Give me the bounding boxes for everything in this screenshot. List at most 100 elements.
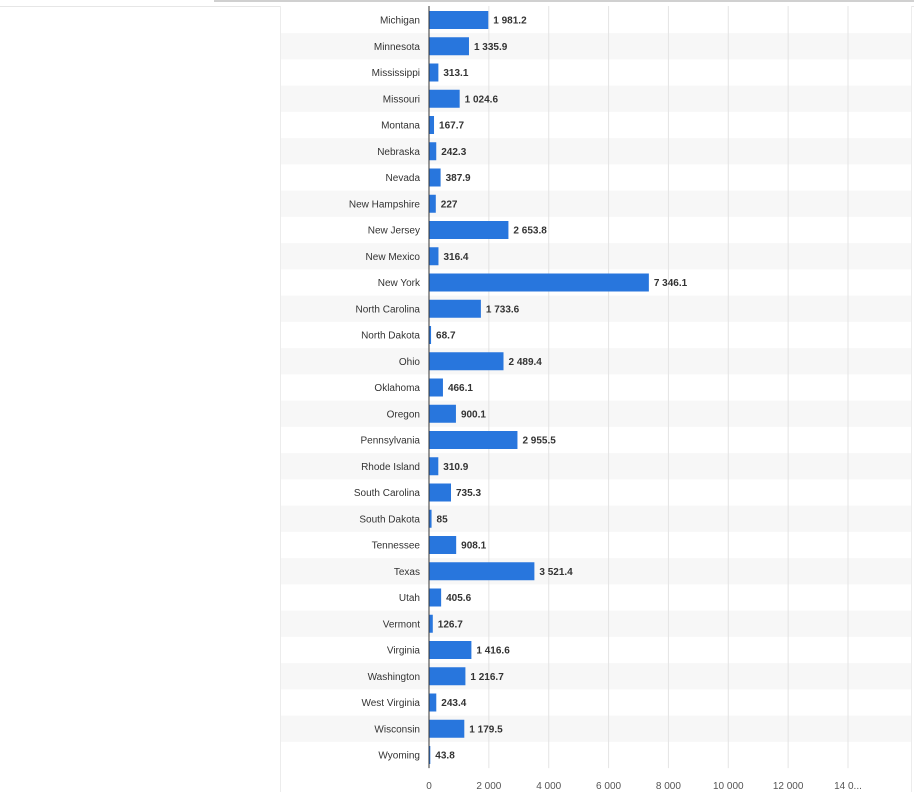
category-label: North Carolina xyxy=(356,304,421,315)
bar xyxy=(429,457,439,476)
value-label: 2 653.8 xyxy=(513,226,547,237)
category-label: Oregon xyxy=(387,409,420,420)
bar xyxy=(429,168,441,187)
category-label: Ohio xyxy=(399,357,421,368)
category-label: Oklahoma xyxy=(374,383,420,394)
category-label: Nebraska xyxy=(377,147,420,158)
value-label: 1 733.6 xyxy=(486,304,520,315)
category-labels: Michigan Minnesota Mississippi Missouri Mont… xyxy=(349,16,421,762)
value-labels: 1 981.2 1 335.9 313.1 1 024.6 167.7 242.3 387.… xyxy=(435,16,687,762)
bar xyxy=(429,63,439,82)
row-stripe xyxy=(281,663,911,690)
category-label: Wyoming xyxy=(378,751,420,762)
value-label: 126.7 xyxy=(438,619,463,630)
row-stripe xyxy=(281,558,911,585)
chart-panel: Michigan Minnesota Mississippi Missouri Mont… xyxy=(280,6,912,792)
bar xyxy=(429,378,443,397)
value-label: 3 521.4 xyxy=(539,567,573,578)
bar xyxy=(429,667,466,686)
value-label: 313.1 xyxy=(443,68,468,79)
bar xyxy=(429,299,481,318)
value-label: 1 335.9 xyxy=(474,42,508,53)
category-label: Tennessee xyxy=(372,541,421,552)
category-label: North Dakota xyxy=(361,331,420,342)
value-label: 242.3 xyxy=(441,147,466,158)
category-label: New Mexico xyxy=(366,252,421,263)
value-label: 243.4 xyxy=(441,698,466,709)
row-stripe xyxy=(281,85,911,112)
value-label: 1 216.7 xyxy=(470,672,504,683)
category-label: Washington xyxy=(368,672,420,683)
bar xyxy=(429,483,452,502)
bar xyxy=(429,11,489,29)
value-label: 1 024.6 xyxy=(465,94,499,105)
category-label: New York xyxy=(378,278,421,289)
row-stripe xyxy=(281,610,911,637)
category-label: Pennsylvania xyxy=(361,436,421,447)
value-label: 900.1 xyxy=(461,409,486,420)
bar-chart: Michigan Minnesota Mississippi Missouri Mont… xyxy=(281,6,911,792)
value-label: 908.1 xyxy=(461,541,486,552)
value-label: 1 179.5 xyxy=(469,724,503,735)
value-label: 735.3 xyxy=(456,488,481,499)
value-label: 466.1 xyxy=(448,383,473,394)
category-label: South Carolina xyxy=(354,488,421,499)
category-label: Texas xyxy=(394,567,420,578)
x-tick-label: 12 000 xyxy=(773,781,804,792)
bar xyxy=(429,247,439,266)
value-label: 167.7 xyxy=(439,121,464,132)
bar xyxy=(429,37,469,56)
bars xyxy=(429,11,649,764)
category-label: Montana xyxy=(381,121,420,132)
row-stripes xyxy=(281,33,911,742)
bar xyxy=(429,693,437,712)
value-label: 43.8 xyxy=(435,751,455,762)
category-label: Missouri xyxy=(383,94,420,105)
value-label: 387.9 xyxy=(446,173,471,184)
x-tick-label: 14 0... xyxy=(834,781,862,792)
row-stripe xyxy=(281,138,911,165)
bar xyxy=(429,641,472,659)
bar xyxy=(429,746,431,764)
value-label: 2 489.4 xyxy=(509,357,543,368)
category-label: New Jersey xyxy=(368,226,420,237)
top-border-accent xyxy=(214,0,914,2)
bar xyxy=(429,142,437,161)
row-stripe xyxy=(281,400,911,427)
category-label: Utah xyxy=(399,593,420,604)
value-label: 316.4 xyxy=(443,252,468,263)
row-stripe xyxy=(281,295,911,322)
bar xyxy=(429,221,509,239)
category-label: Virginia xyxy=(387,646,421,657)
category-label: Mississippi xyxy=(372,68,420,79)
bar xyxy=(429,536,457,554)
category-label: New Hampshire xyxy=(349,199,421,210)
bar xyxy=(429,562,535,581)
value-label: 227 xyxy=(441,199,458,210)
bar xyxy=(429,719,465,738)
row-stripe xyxy=(281,715,911,742)
value-label: 405.6 xyxy=(446,593,471,604)
x-tick-label: 6 000 xyxy=(596,781,621,792)
value-label: 310.9 xyxy=(443,462,468,473)
bar xyxy=(429,326,432,344)
category-label: Michigan xyxy=(380,16,420,27)
bar xyxy=(429,194,436,213)
category-label: Minnesota xyxy=(374,42,421,53)
bar xyxy=(429,404,456,423)
row-stripe xyxy=(281,33,911,60)
bar xyxy=(429,509,432,528)
bar xyxy=(429,614,433,633)
x-axis-ticks: 0 2 000 4 000 6 000 8 000 10 000 12 000 14 0... xyxy=(426,781,862,792)
category-label: Rhode Island xyxy=(361,462,420,473)
value-label: 1 416.6 xyxy=(476,646,510,657)
value-label: 68.7 xyxy=(436,331,456,342)
bar xyxy=(429,89,460,108)
x-tick-label: 2 000 xyxy=(476,781,501,792)
value-label: 1 981.2 xyxy=(493,16,527,27)
value-label: 7 346.1 xyxy=(654,278,688,289)
category-label: Vermont xyxy=(383,619,420,630)
category-label: Wisconsin xyxy=(374,724,420,735)
x-tick-label: 10 000 xyxy=(713,781,744,792)
row-stripe xyxy=(281,348,911,375)
